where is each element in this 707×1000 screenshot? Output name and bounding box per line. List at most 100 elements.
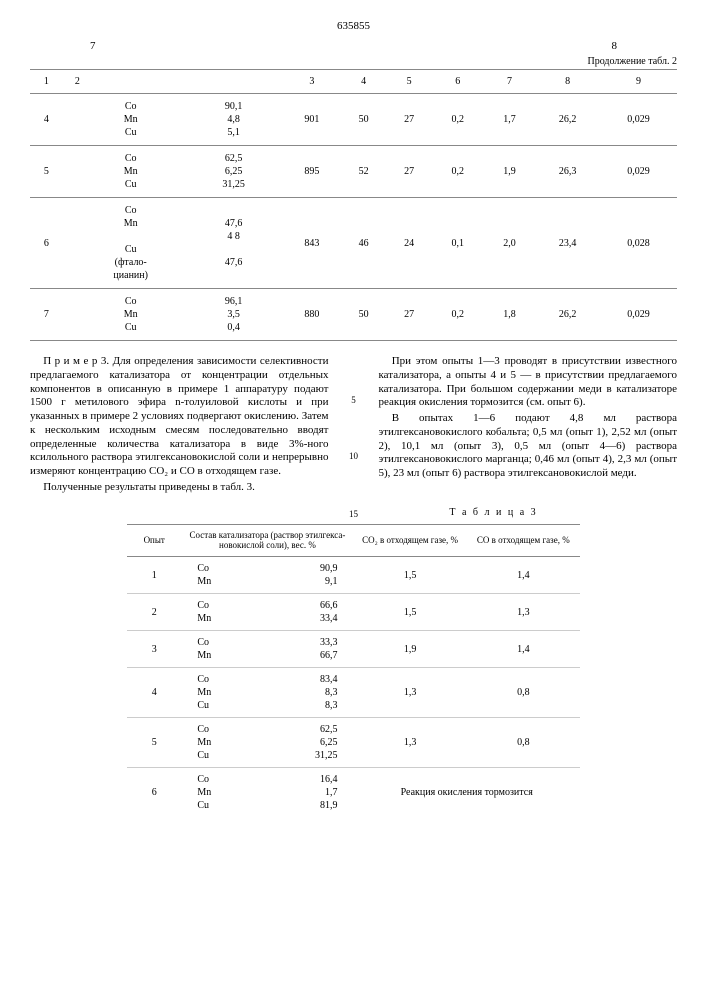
t3-co2: 1,9 xyxy=(353,631,466,668)
left-p2: Полученные результаты приведены в табл. … xyxy=(30,481,329,495)
table3-header-row: Опыт Состав катализатора (раствор этилге… xyxy=(127,524,580,557)
t3-n: 3 xyxy=(127,631,181,668)
t3-co: 0,8 xyxy=(467,718,580,768)
t2-h5: 5 xyxy=(386,70,431,94)
t3-n: 4 xyxy=(127,668,181,718)
table-3: Опыт Состав катализатора (раствор этилге… xyxy=(127,524,580,818)
table-row: 2Co Mn66,6 33,41,51,3 xyxy=(127,594,580,631)
t2-c3: 880 xyxy=(283,289,341,341)
t2-c3: 901 xyxy=(283,94,341,146)
t3-co: 1,3 xyxy=(467,594,580,631)
t2-h4: 4 xyxy=(341,70,386,94)
t2-vals: 96,1 3,5 0,4 xyxy=(191,289,283,341)
t2-c6: 0,2 xyxy=(432,289,484,341)
t2-col1: 7 xyxy=(30,289,63,341)
t2-comp: Co Mn Cu xyxy=(63,146,191,198)
t3-h2: Состав катализатора (раствор этилгекса-н… xyxy=(181,524,353,557)
body-columns: П р и м е р 3. Для определения зависимос… xyxy=(30,355,677,497)
t3-vals: 33,3 66,7 xyxy=(258,631,353,668)
t2-col1: 6 xyxy=(30,198,63,289)
table-row: 1Co Mn90,9 9,11,51,4 xyxy=(127,557,580,594)
table-row: 3Co Mn33,3 66,71,91,4 xyxy=(127,631,580,668)
table2-continuation: Продолжение табл. 2 xyxy=(30,56,677,67)
t3-note: Реакция окисления тормозится xyxy=(353,768,579,818)
t2-h9: 9 xyxy=(600,70,677,94)
right-p2: В опытах 1—6 подают 4,8 мл раствора этил… xyxy=(379,412,678,481)
t3-co2: 1,3 xyxy=(353,668,466,718)
t2-h7: 7 xyxy=(484,70,536,94)
marker-10: 10 xyxy=(347,451,361,462)
t3-vals: 62,5 6,25 31,25 xyxy=(258,718,353,768)
t2-h2b xyxy=(191,70,283,94)
t2-vals: 47,6 4 8 47,6 xyxy=(191,198,283,289)
table-row: 4Co Mn Cu83,4 8,3 8,31,30,8 xyxy=(127,668,580,718)
table-row: 4Co Mn Cu90,1 4,8 5,190150270,21,726,20,… xyxy=(30,94,677,146)
right-p1: При этом опыты 1—3 проводят в присутстви… xyxy=(379,355,678,410)
t2-c4: 50 xyxy=(341,94,386,146)
left-page-num: 7 xyxy=(90,40,96,52)
t2-comp: Co Mn Cu (фтало- цианин) xyxy=(63,198,191,289)
t2-c7: 1,8 xyxy=(484,289,536,341)
t2-c4: 52 xyxy=(341,146,386,198)
t2-vals: 90,1 4,8 5,1 xyxy=(191,94,283,146)
line-markers: 5 10 15 xyxy=(347,355,361,497)
t2-c9: 0,029 xyxy=(600,146,677,198)
t2-col1: 5 xyxy=(30,146,63,198)
table-row: 5Co Mn Cu62,5 6,25 31,251,30,8 xyxy=(127,718,580,768)
t2-comp: Co Mn Cu xyxy=(63,94,191,146)
doc-number: 635855 xyxy=(30,20,677,32)
t3-comp: Co Mn xyxy=(181,631,258,668)
t2-c5: 27 xyxy=(386,289,431,341)
t3-vals: 83,4 8,3 8,3 xyxy=(258,668,353,718)
t2-col1: 4 xyxy=(30,94,63,146)
t3-co: 1,4 xyxy=(467,557,580,594)
t2-c8: 23,4 xyxy=(535,198,599,289)
t2-c9: 0,029 xyxy=(600,289,677,341)
t2-c3: 843 xyxy=(283,198,341,289)
t3-comp: Co Mn xyxy=(181,557,258,594)
t2-c4: 50 xyxy=(341,289,386,341)
t3-n: 2 xyxy=(127,594,181,631)
t3-co2: 1,5 xyxy=(353,557,466,594)
right-page-num: 8 xyxy=(612,40,618,52)
table3-body: 1Co Mn90,9 9,11,51,42Co Mn66,6 33,41,51,… xyxy=(127,557,580,818)
t2-c5: 24 xyxy=(386,198,431,289)
table-2: 1 2 3 4 5 6 7 8 9 4Co Mn Cu90,1 4,8 5,19… xyxy=(30,69,677,341)
t3-comp: Co Mn Cu xyxy=(181,718,258,768)
table-row: 7Co Mn Cu96,1 3,5 0,488050270,21,826,20,… xyxy=(30,289,677,341)
t3-h4: CO в отходящем газе, % xyxy=(467,524,580,557)
marker-5: 5 xyxy=(347,395,361,406)
marker-15: 15 xyxy=(347,509,361,520)
t2-c8: 26,2 xyxy=(535,289,599,341)
t2-h1: 1 xyxy=(30,70,63,94)
t2-vals: 62,5 6,25 31,25 xyxy=(191,146,283,198)
table-row: 6Co Mn Cu16,4 1,7 81,9Реакция окисления … xyxy=(127,768,580,818)
t2-c7: 1,7 xyxy=(484,94,536,146)
t3-co2: 1,3 xyxy=(353,718,466,768)
t2-c6: 0,1 xyxy=(432,198,484,289)
t3-co: 1,4 xyxy=(467,631,580,668)
t2-c3: 895 xyxy=(283,146,341,198)
t3-co2: 1,5 xyxy=(353,594,466,631)
t2-h2a: 2 xyxy=(63,70,191,94)
left-column: П р и м е р 3. Для определения зависимос… xyxy=(30,355,329,497)
t3-h3: CO₂ в отходящем газе, % xyxy=(353,524,466,557)
table-row: 5Co Mn Cu62,5 6,25 31,2589552270,21,926,… xyxy=(30,146,677,198)
t3-vals: 16,4 1,7 81,9 xyxy=(258,768,353,818)
t3-vals: 66,6 33,4 xyxy=(258,594,353,631)
t2-c7: 1,9 xyxy=(484,146,536,198)
t2-h6: 6 xyxy=(432,70,484,94)
t2-c6: 0,2 xyxy=(432,146,484,198)
t3-comp: Co Mn Cu xyxy=(181,668,258,718)
t2-c5: 27 xyxy=(386,146,431,198)
t3-comp: Co Mn Cu xyxy=(181,768,258,818)
t3-h1: Опыт xyxy=(127,524,181,557)
t3-n: 6 xyxy=(127,768,181,818)
right-column: При этом опыты 1—3 проводят в присутстви… xyxy=(379,355,678,497)
t3-n: 1 xyxy=(127,557,181,594)
t2-h3: 3 xyxy=(283,70,341,94)
t2-c8: 26,3 xyxy=(535,146,599,198)
t3-vals: 90,9 9,1 xyxy=(258,557,353,594)
t2-c9: 0,029 xyxy=(600,94,677,146)
t2-c6: 0,2 xyxy=(432,94,484,146)
